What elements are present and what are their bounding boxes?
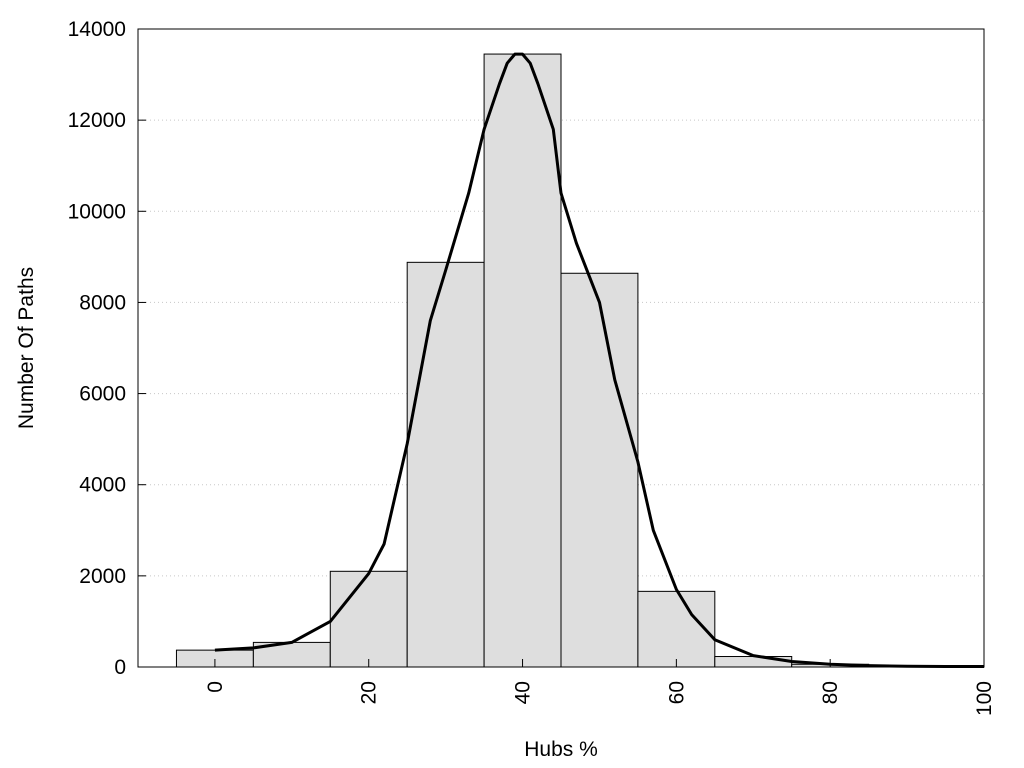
y-tick-label: 0 [114,656,126,679]
y-tick-label: 14000 [68,18,126,41]
plot-frame [137,28,985,668]
y-tick-label: 8000 [79,291,126,314]
x-tick-label: 80 [819,681,842,704]
x-tick-label: 40 [512,681,535,704]
distribution-curve [214,52,984,668]
fit-curve [214,52,984,668]
x-tick-label: 60 [665,681,688,704]
histogram-bar [483,53,562,668]
y-axis-label: Number Of Paths [15,267,38,429]
histogram-bar [714,656,793,668]
bars [175,53,985,668]
x-tick-label: 100 [973,681,996,716]
histogram-bar [560,272,639,668]
y-tick-label: 2000 [79,565,126,588]
x-tick-label: 0 [204,681,227,693]
histogram-bar [406,261,485,668]
histogram-bar [329,570,408,668]
y-tick-label: 10000 [68,200,126,223]
y-tick-label: 12000 [68,109,126,132]
x-tick-label: 20 [358,681,381,704]
x-axis-label: Hubs % [524,738,598,761]
histogram-bar [637,590,716,668]
y-tick-label: 4000 [79,474,126,497]
grid-lines [138,119,984,577]
axis-ticks: 0 2000 4000 6000 8000 10000 12000 14000 0 20 40 60 8… [68,18,996,716]
y-tick-label: 6000 [79,383,126,406]
